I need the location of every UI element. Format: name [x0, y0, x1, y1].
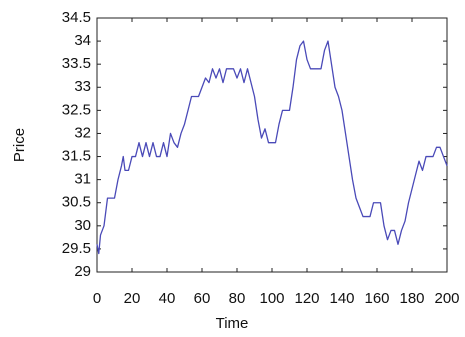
y-tick-label: 29 — [74, 263, 91, 280]
x-tick-label: 160 — [364, 290, 389, 307]
y-tick-label: 31 — [74, 171, 91, 188]
x-tick-label: 0 — [93, 290, 101, 307]
y-tick-label: 30 — [74, 217, 91, 234]
x-tick-label: 60 — [194, 290, 211, 307]
y-tick-label: 33 — [74, 78, 91, 95]
x-tick-label: 200 — [434, 290, 459, 307]
y-tick-label: 33.5 — [62, 55, 91, 72]
y-tick-label: 29.5 — [62, 240, 91, 257]
y-tick-label: 34 — [74, 32, 91, 49]
y-tick-label: 32 — [74, 124, 91, 141]
x-tick-label: 80 — [229, 290, 246, 307]
x-tick-label: 120 — [294, 290, 319, 307]
x-axis-label: Time — [216, 315, 249, 332]
y-axis-label: Price — [11, 128, 28, 162]
x-tick-label: 140 — [329, 290, 354, 307]
plot-frame — [96, 17, 448, 273]
y-tick-label: 32.5 — [62, 101, 91, 118]
y-tick-label: 30.5 — [62, 194, 91, 211]
x-tick-label: 40 — [159, 290, 176, 307]
y-tick-label: 31.5 — [62, 148, 91, 165]
price-line — [96, 40, 448, 255]
x-tick-label: 100 — [259, 290, 284, 307]
x-tick-label: 180 — [399, 290, 424, 307]
x-tick-label: 20 — [124, 290, 141, 307]
y-tick-label: 34.5 — [62, 9, 91, 26]
